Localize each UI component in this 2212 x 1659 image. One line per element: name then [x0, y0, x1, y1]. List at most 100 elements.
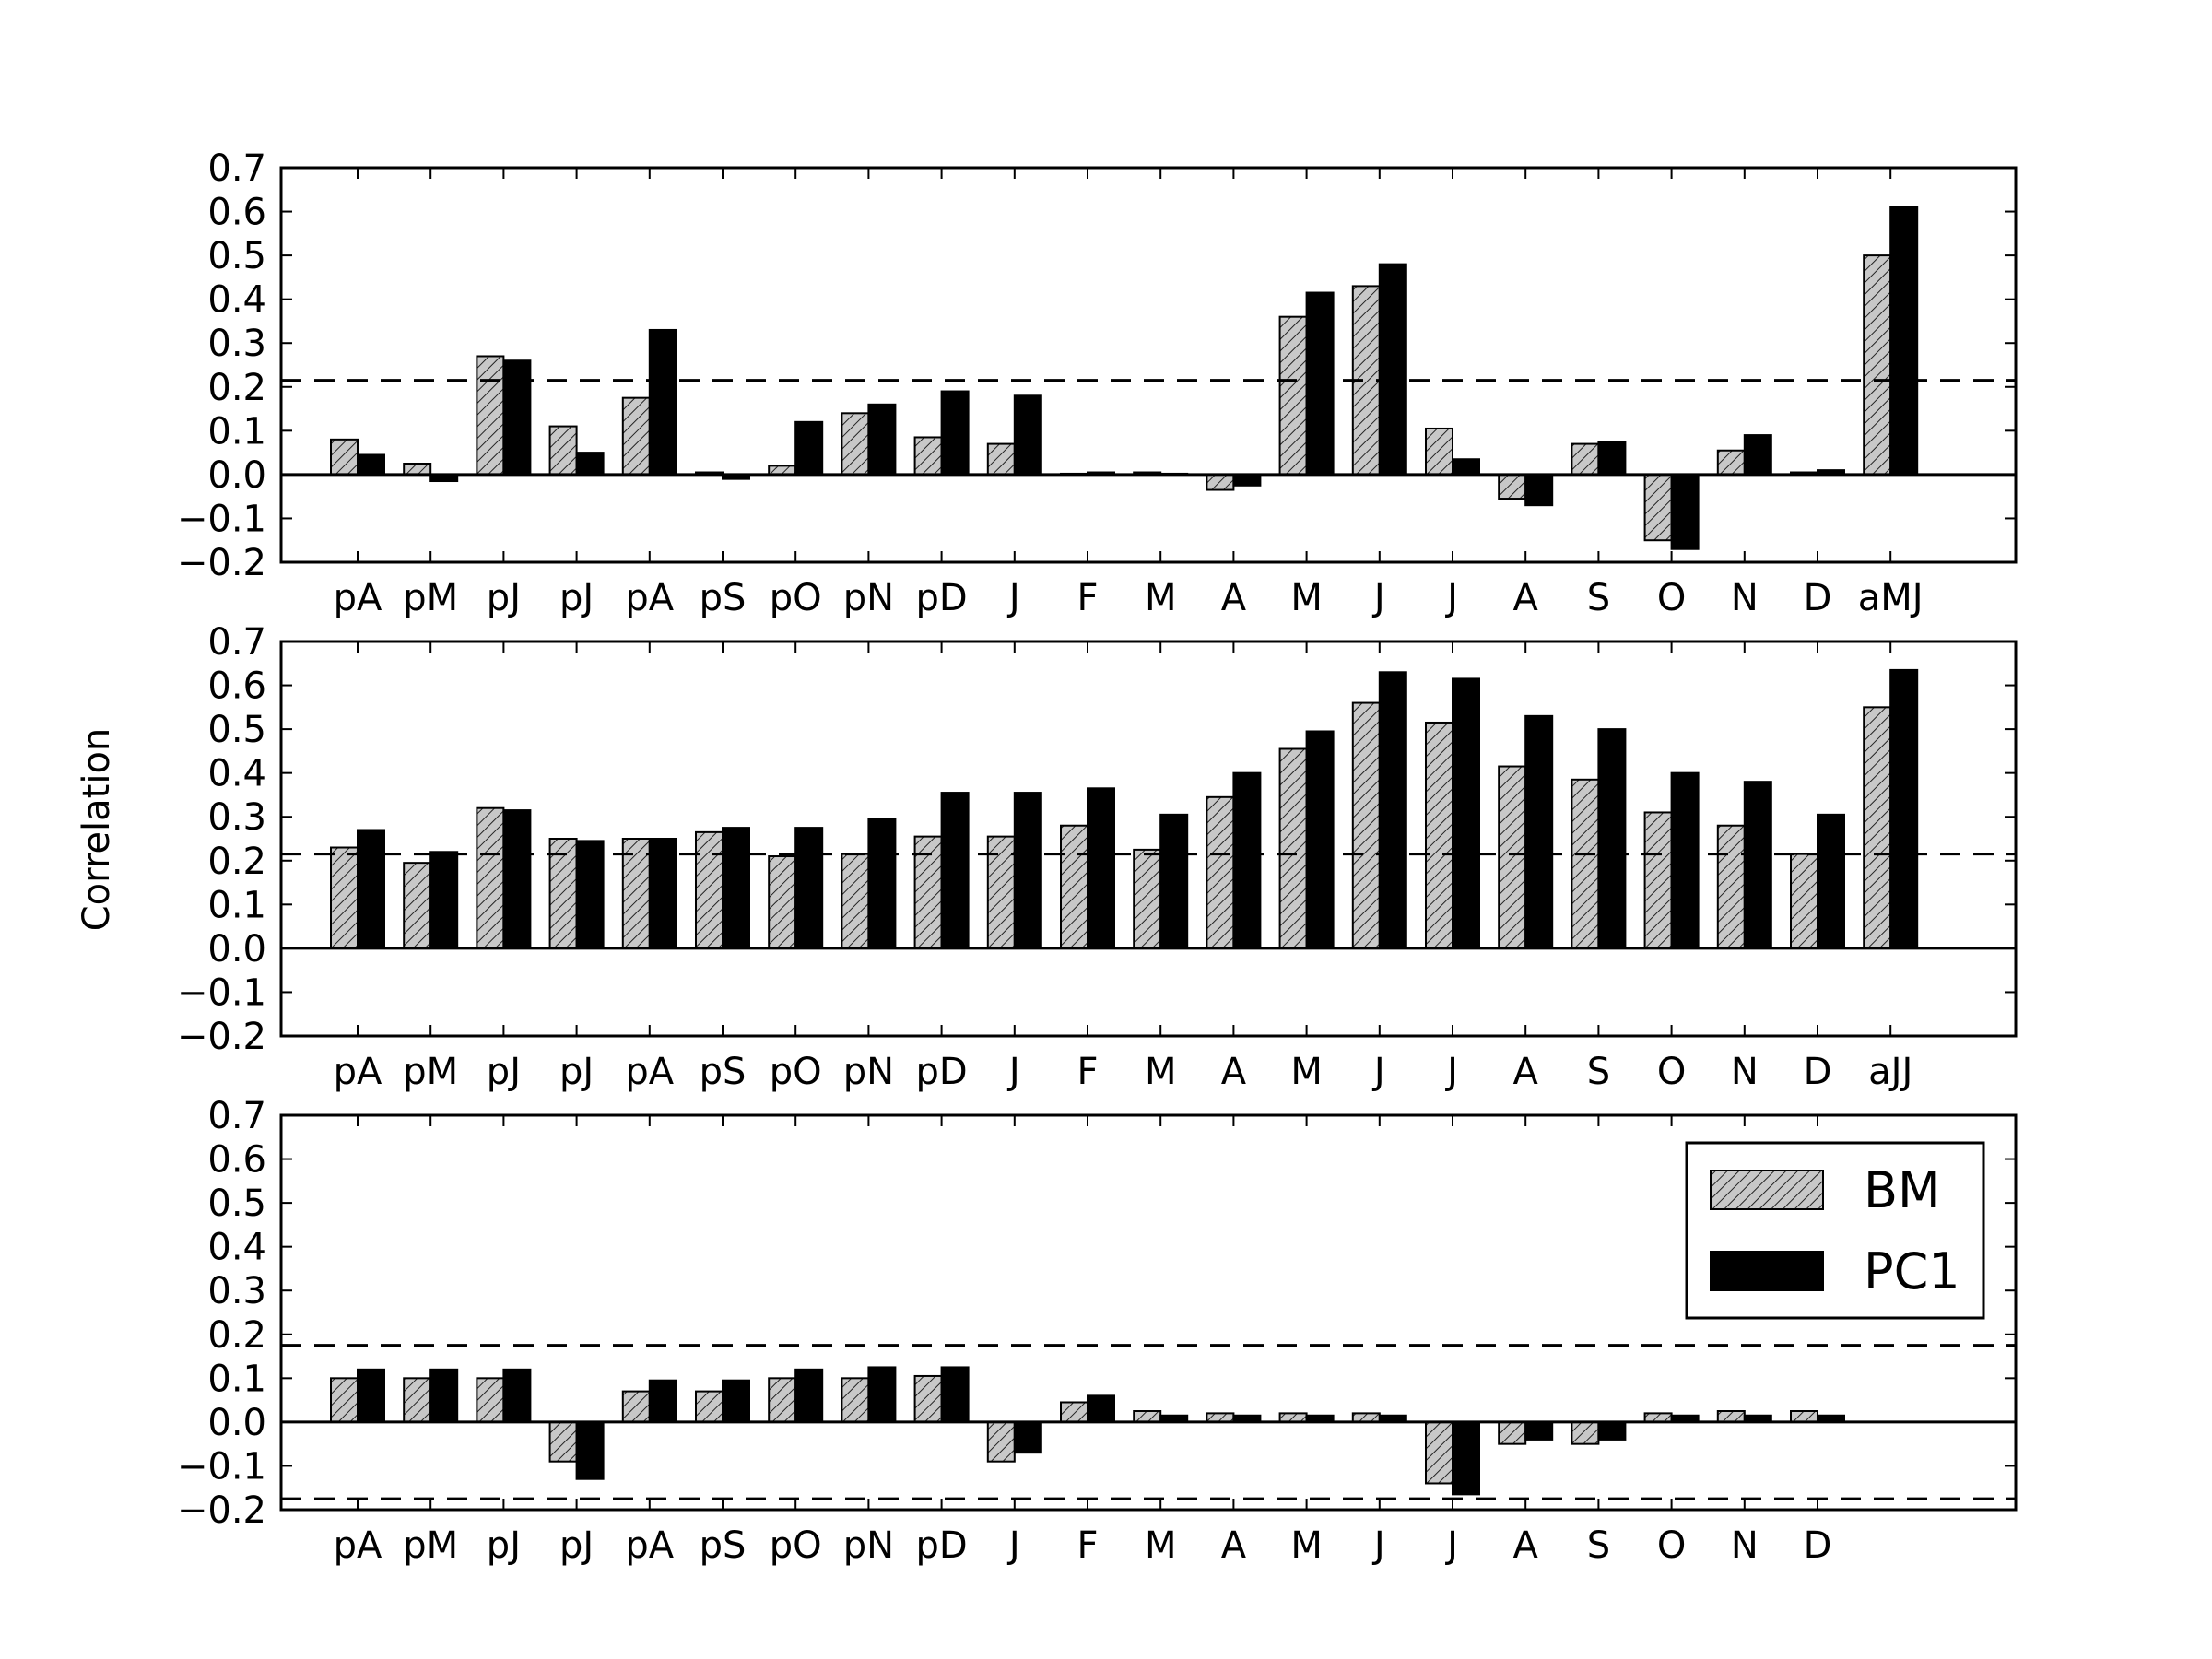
x-category-label: O — [1657, 1051, 1686, 1093]
bar-pc1 — [502, 359, 532, 476]
x-category-label: pS — [700, 1051, 747, 1093]
x-category-label: pD — [915, 1051, 967, 1093]
bar-bm — [621, 396, 651, 476]
bar-bm — [1716, 824, 1746, 949]
bar-pc1 — [648, 1379, 677, 1423]
y-tick-label: 0.2 — [207, 1314, 266, 1357]
x-category-label: pJ — [487, 577, 521, 619]
y-tick-label: 0.0 — [207, 1402, 266, 1444]
bar-pc1 — [867, 818, 897, 949]
bar-bm — [1498, 473, 1527, 500]
bar-pc1 — [867, 403, 897, 476]
bar-pc1 — [867, 1366, 897, 1423]
y-tick-label: 0.7 — [207, 1095, 266, 1137]
bar-bm — [1425, 427, 1453, 476]
bar-bm — [1571, 778, 1600, 949]
bar-bm — [1498, 765, 1527, 949]
bar-pc1 — [1013, 394, 1042, 476]
bar-pc1 — [1087, 787, 1115, 949]
bar-pc1 — [1232, 473, 1262, 487]
bar-pc1 — [357, 453, 385, 476]
bar-pc1 — [1378, 263, 1407, 476]
bar-bm — [476, 806, 505, 949]
bar-bm — [1133, 848, 1162, 949]
y-tick-label: 0.6 — [207, 192, 266, 234]
bar-pc1 — [1670, 771, 1700, 949]
bar-bm — [403, 463, 432, 476]
bar-bm — [841, 412, 870, 476]
x-category-label: M — [1290, 1524, 1323, 1567]
legend-label-bm: BM — [1864, 1161, 1941, 1219]
x-category-label: O — [1657, 1524, 1686, 1567]
bar-bm — [768, 855, 797, 949]
y-tick-label: 0.2 — [207, 367, 266, 409]
x-category-label: F — [1077, 577, 1098, 619]
bar-pc1 — [940, 390, 970, 476]
chart-panel-2: 0.70.60.50.40.30.20.10.0−0.1−0.2 pA pM pJ pJ… — [177, 621, 2018, 1093]
x-category-label: D — [1804, 1051, 1832, 1093]
x-category-label: pD — [915, 1524, 967, 1567]
bar-pc1 — [1452, 677, 1480, 949]
x-category-label: M — [1145, 1051, 1177, 1093]
x-category-label: F — [1077, 1051, 1098, 1093]
bar-pc1 — [1597, 1420, 1627, 1441]
x-category-label: pN — [843, 577, 894, 619]
bar-bm — [403, 1377, 432, 1423]
legend: BM PC1 — [1685, 1141, 1985, 1320]
bar-pc1 — [1305, 730, 1335, 949]
bar-pc1 — [794, 420, 824, 476]
x-category-label: pN — [843, 1524, 894, 1567]
y-tick-label: 0.5 — [207, 709, 266, 751]
y-tick-label: 0.5 — [207, 1182, 266, 1225]
x-category-label: J — [1444, 1051, 1458, 1093]
bar-pc1 — [1670, 473, 1700, 550]
x-category-label: S — [1587, 577, 1610, 619]
bar-bm — [1278, 747, 1308, 949]
bar-bm — [1863, 706, 1892, 949]
x-category-label: M — [1145, 1524, 1177, 1567]
chart-panel-1: 0.70.60.50.40.30.20.10.0−0.1−0.2 pA pM pJ pJ… — [177, 147, 2018, 619]
y-axis-label: Correlation — [76, 728, 118, 932]
bar-pc1 — [1597, 441, 1627, 476]
y-tick-label: 0.4 — [207, 753, 266, 795]
y-tick-label: 0.6 — [207, 1139, 266, 1182]
x-category-label: M — [1290, 577, 1323, 619]
bar-bm — [330, 846, 359, 949]
x-category-label: J — [1371, 1051, 1385, 1093]
bar-pc1 — [429, 1368, 459, 1423]
bar-bm — [1643, 473, 1673, 542]
bar-pc1 — [575, 452, 605, 476]
bar-bm — [1863, 254, 1892, 476]
x-category-label: D — [1804, 577, 1832, 619]
x-category-label: J — [1006, 1524, 1020, 1567]
bar-bm — [1206, 473, 1235, 491]
bar-bm — [1425, 721, 1453, 949]
bar-pc1 — [722, 827, 750, 949]
x-category-label: S — [1587, 1051, 1610, 1093]
bar-pc1 — [357, 829, 385, 949]
y-tick-label: 0.3 — [207, 796, 266, 839]
x-category-label: J — [1444, 577, 1458, 619]
bar-pc1 — [1889, 668, 1919, 949]
bar-bm — [1133, 1410, 1162, 1423]
bar-pc1 — [1524, 714, 1554, 949]
bar-pc1 — [1817, 813, 1845, 949]
x-category-label: A — [1221, 1051, 1247, 1093]
y-tick-label: 0.0 — [207, 454, 266, 497]
x-category-label: pM — [403, 1524, 458, 1567]
y-tick-label: 0.6 — [207, 665, 266, 708]
x-category-label: A — [1513, 1524, 1539, 1567]
bar-bm — [621, 1390, 651, 1423]
bar-pc1 — [1087, 1394, 1115, 1423]
bar-pc1 — [648, 328, 677, 476]
plot-frame — [279, 166, 2018, 564]
x-category-label: pJ — [487, 1524, 521, 1567]
x-category-label: pM — [403, 1051, 458, 1093]
bar-bm — [1498, 1420, 1527, 1445]
bar-bm — [695, 830, 724, 949]
bar-bm — [841, 853, 870, 949]
bar-bm — [1790, 853, 1818, 949]
bar-pc1 — [1889, 206, 1919, 476]
bar-pc1 — [1452, 458, 1480, 476]
